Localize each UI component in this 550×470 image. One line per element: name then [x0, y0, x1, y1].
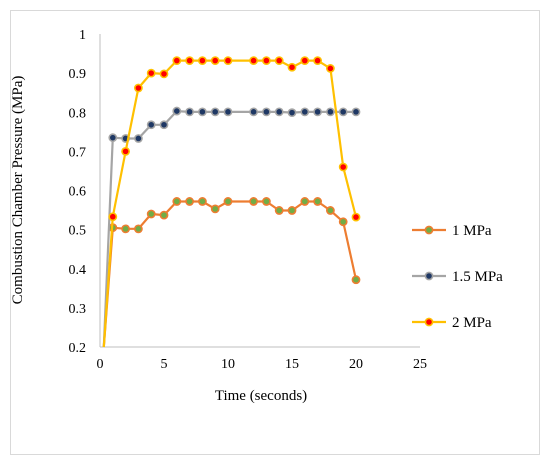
data-point: [108, 133, 118, 143]
y-tick-label: 1: [79, 28, 86, 43]
data-point: [325, 107, 335, 117]
y-tick-label: 0.4: [69, 263, 87, 278]
data-point: [351, 107, 361, 117]
axes: 0.20.30.40.50.60.70.80.910 5 10 15 20 25: [69, 28, 428, 372]
x-tick-label: 25: [413, 357, 427, 372]
data-point: [197, 56, 207, 66]
legend-swatch-marker: [424, 225, 434, 235]
data-point: [274, 107, 284, 117]
data-point: [197, 107, 207, 117]
data-point: [146, 209, 156, 219]
data-point: [274, 56, 284, 66]
data-point: [338, 107, 348, 117]
data-point: [249, 197, 258, 206]
data-point: [338, 162, 348, 172]
data-point: [261, 107, 271, 117]
data-point: [133, 224, 143, 234]
data-point: [133, 83, 143, 93]
y-tick-label: 0.7: [69, 145, 87, 160]
data-point: [159, 210, 169, 220]
x-tick-label: 10: [221, 357, 235, 372]
plot-area: [102, 56, 361, 348]
x-axis-title: Time (seconds): [215, 388, 307, 404]
data-point: [287, 206, 297, 215]
data-point: [351, 275, 361, 285]
data-point: [325, 64, 335, 73]
data-point: [274, 206, 284, 215]
x-tick-label: 5: [161, 357, 168, 372]
x-tick-label: 20: [349, 357, 363, 372]
data-point: [249, 107, 258, 117]
y-tick-label: 0.5: [69, 224, 87, 239]
y-tick-label: 0.2: [69, 341, 87, 356]
data-point: [313, 197, 322, 206]
data-point: [261, 197, 271, 206]
x-tick-label: 15: [285, 357, 299, 372]
data-point: [313, 107, 322, 117]
legend-swatch-marker: [424, 271, 434, 281]
data-point: [223, 107, 233, 117]
legend-label: 2 MPa: [452, 315, 492, 331]
data-point: [313, 56, 322, 66]
y-tick-label: 0.3: [69, 302, 87, 317]
data-point: [172, 197, 182, 206]
data-point: [121, 146, 130, 156]
data-point: [146, 68, 156, 78]
data-point: [172, 56, 182, 66]
data-point: [159, 120, 169, 130]
legend-label: 1 MPa: [452, 223, 492, 239]
data-point: [223, 197, 233, 206]
y-axis-title: Combustion Chamber Pressure (MPa): [10, 76, 26, 305]
data-point: [210, 204, 220, 214]
y-tick-label: 0.9: [69, 67, 87, 82]
data-point: [249, 56, 258, 66]
data-point: [338, 217, 348, 227]
data-point: [185, 197, 194, 206]
data-point: [210, 107, 220, 117]
data-point: [351, 212, 361, 222]
data-point: [133, 134, 143, 143]
chart-frame: [10, 10, 540, 455]
data-point: [172, 106, 182, 116]
legend: 1 MPa 1.5 MPa 2 MPa: [412, 223, 503, 331]
data-point: [300, 56, 310, 66]
data-point: [121, 224, 130, 234]
data-point: [325, 206, 335, 215]
x-tick-label: 0: [97, 357, 104, 372]
data-point: [210, 56, 220, 66]
data-point: [108, 212, 118, 222]
data-point: [223, 56, 233, 66]
legend-swatch-marker: [424, 317, 434, 327]
legend-label: 1.5 MPa: [452, 269, 503, 285]
data-point: [185, 107, 194, 117]
data-point: [159, 69, 169, 79]
y-tick-label: 0.6: [69, 185, 87, 200]
y-tick-label: 0.8: [69, 106, 87, 121]
data-point: [300, 107, 310, 117]
data-point: [146, 120, 156, 130]
data-point: [261, 56, 271, 66]
data-point: [287, 62, 297, 72]
data-point: [185, 56, 194, 66]
data-point: [300, 197, 310, 206]
data-point: [287, 108, 297, 118]
data-point: [197, 197, 207, 206]
